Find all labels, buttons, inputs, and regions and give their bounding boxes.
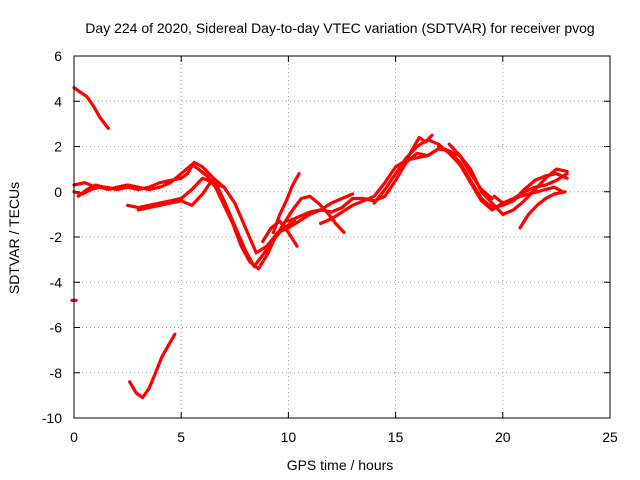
y-tick-label: 6	[54, 48, 62, 64]
series-arc-17	[518, 190, 567, 230]
y-tick-label: -6	[50, 320, 63, 336]
series-arc-8	[261, 219, 299, 248]
y-tick-label: -2	[50, 229, 63, 245]
series-arc-10	[271, 172, 301, 235]
y-tick-label: -8	[50, 365, 63, 381]
x-tick-label: 5	[177, 429, 185, 445]
plot-border	[73, 55, 611, 419]
series-arc-5	[125, 176, 226, 210]
y-tick-label: 0	[54, 184, 62, 200]
x-tick-label: 15	[388, 429, 404, 445]
series-arc-11	[286, 147, 441, 223]
y-tick-label: -10	[42, 410, 62, 426]
series-arc-1	[72, 86, 110, 130]
series-group	[70, 86, 569, 400]
series-arc-18	[447, 142, 494, 201]
x-tick-label: 0	[70, 429, 78, 445]
x-tick-label: 20	[495, 429, 511, 445]
y-axis-label: SDTVAR / TECUs	[6, 182, 22, 294]
series-arc-4	[76, 183, 106, 198]
chart-title: Day 224 of 2020, Sidereal Day-to-day VTE…	[85, 20, 594, 36]
series-arc-3	[72, 163, 297, 271]
x-tick-label: 25	[602, 429, 618, 445]
series-arc-7	[128, 332, 177, 400]
x-axis-label: GPS time / hours	[287, 457, 394, 473]
series-arc-14	[404, 133, 434, 162]
y-tick-label: 2	[54, 139, 62, 155]
y-tick-label: 4	[54, 93, 62, 109]
x-tick-label: 10	[281, 429, 297, 445]
grid	[74, 56, 610, 418]
y-tick-label: -4	[50, 274, 63, 290]
axis-ticks: 0 5 10 15 20 25 -10 -8 -6 -4 -2 0 2 4 6	[42, 48, 618, 445]
series-arc-16	[492, 185, 565, 205]
